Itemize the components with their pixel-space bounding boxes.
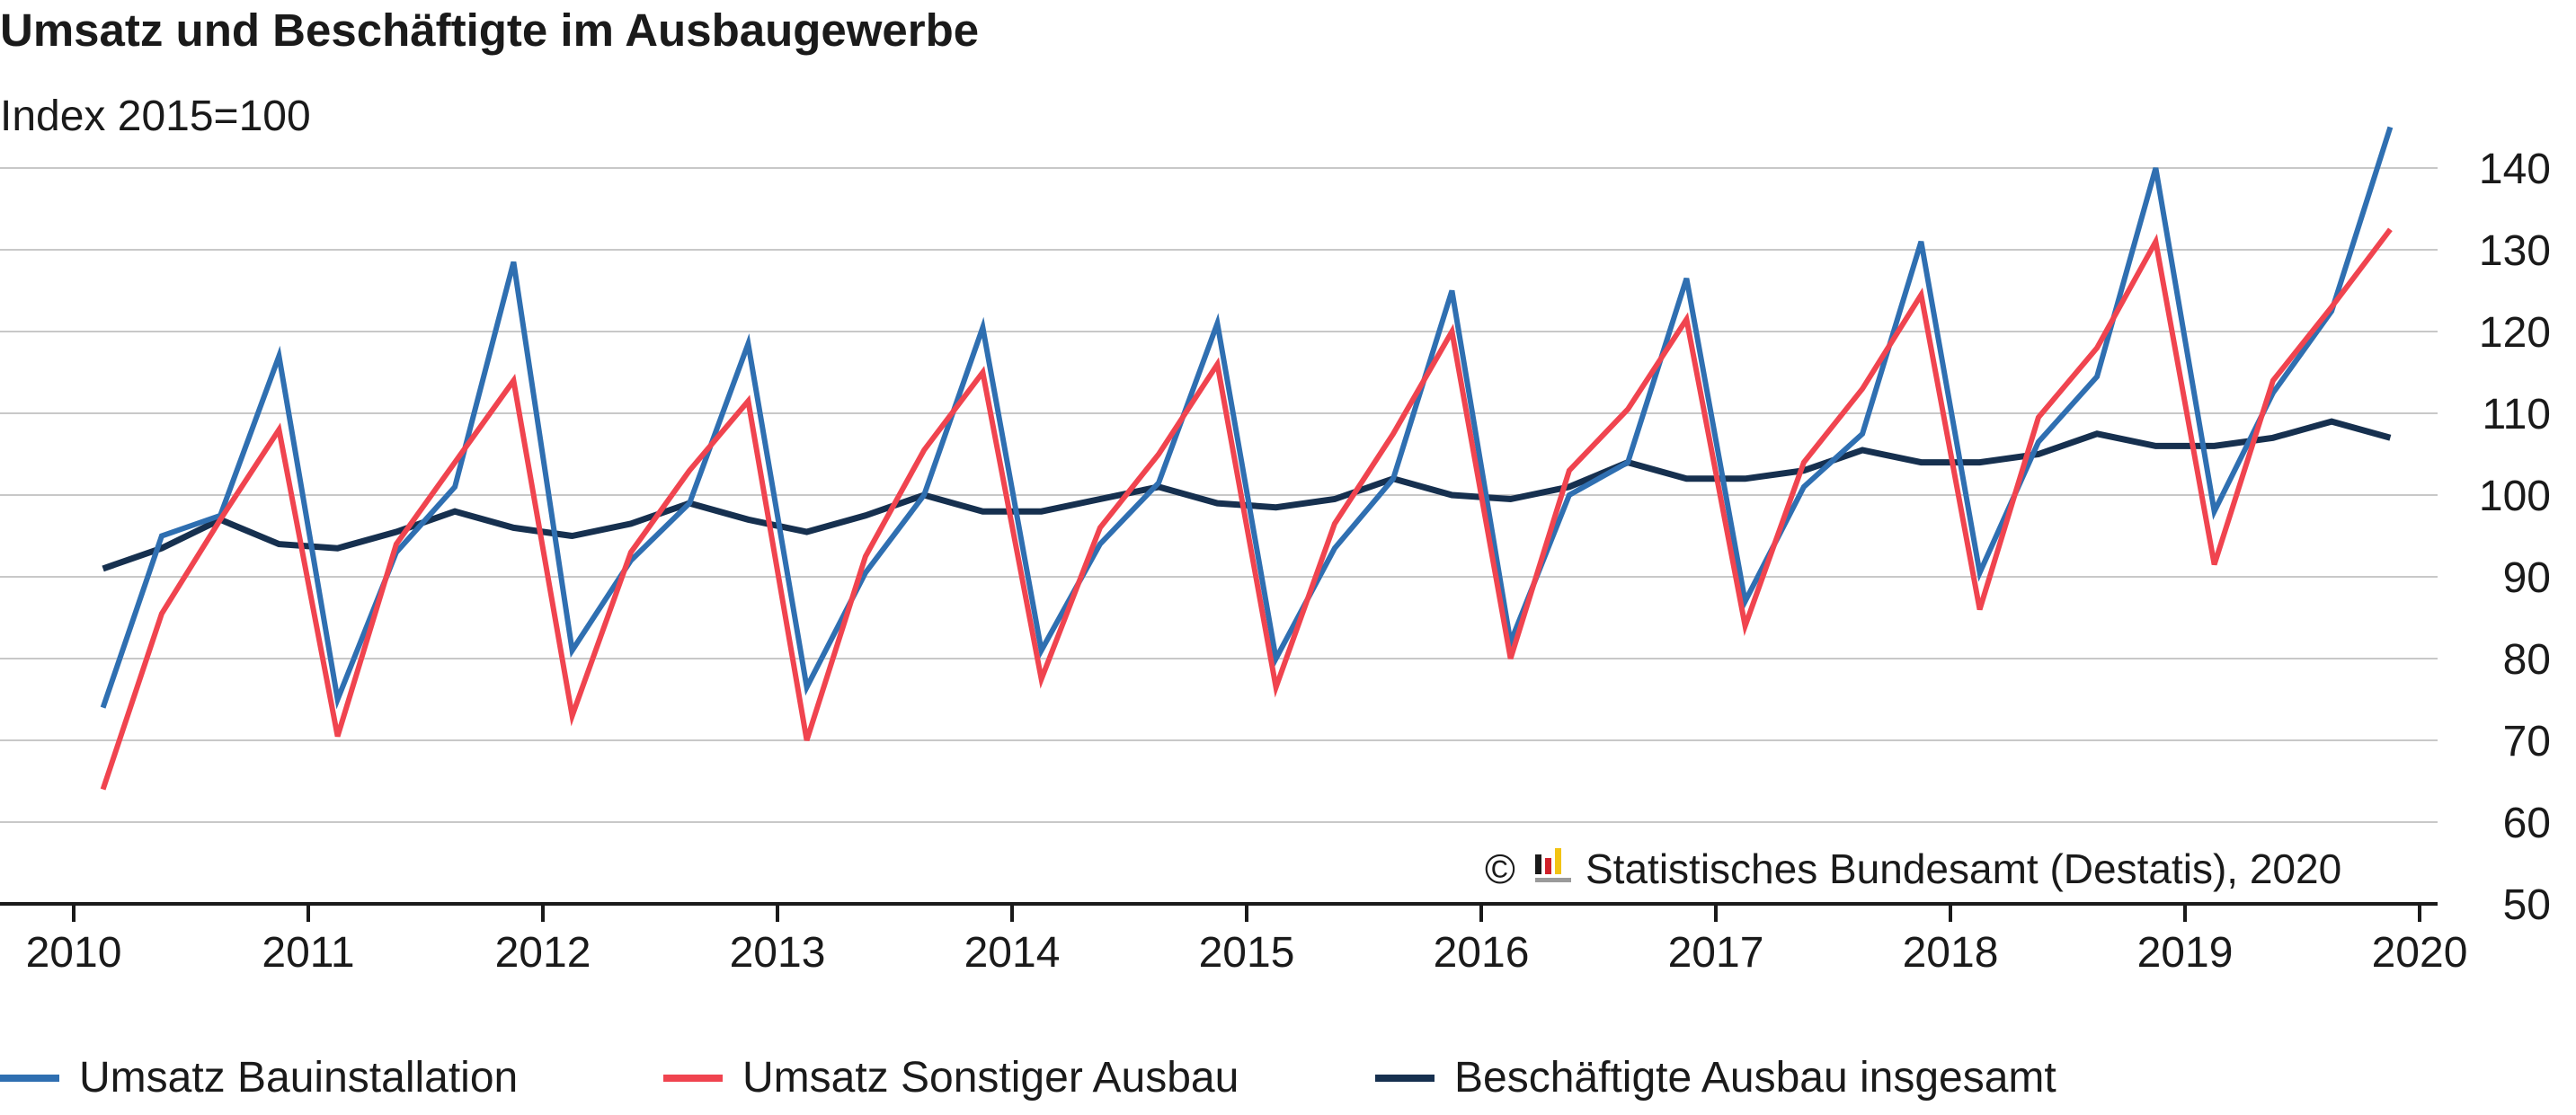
- legend-item-umsatz-sonstiger-ausbau: Umsatz Sonstiger Ausbau: [663, 1053, 1239, 1102]
- y-tick-label: 80: [2503, 636, 2551, 684]
- x-tick-label: 2011: [262, 929, 354, 977]
- y-tick-label: 140: [2479, 146, 2551, 193]
- x-tick-label: 2016: [1434, 929, 1530, 977]
- legend-label: Beschäftigte Ausbau insgesamt: [1454, 1054, 2056, 1102]
- legend-item-beschaeftigte-ausbau-insgesamt: Beschäftigte Ausbau insgesamt: [1375, 1053, 2056, 1102]
- y-tick-label: 120: [2479, 309, 2551, 357]
- x-axis: [0, 902, 2438, 922]
- x-tick-label: 2012: [495, 929, 591, 977]
- legend-item-umsatz-bauinstallation: Umsatz Bauinstallation: [0, 1053, 518, 1102]
- legend-swatch: [663, 1074, 723, 1082]
- source-note: © Statistisches Bundesamt (Destatis), 20…: [1485, 845, 2341, 892]
- y-axis-ticks: 50 60 70 80 90 100 110 120 130 140: [2479, 146, 2551, 929]
- legend-label: Umsatz Bauinstallation: [79, 1054, 519, 1102]
- destatis-logo-icon: [1535, 848, 1571, 882]
- legend-swatch: [0, 1074, 59, 1082]
- chart-title: Umsatz und Beschäftigte im Ausbaugewerbe: [0, 4, 980, 56]
- y-tick-label: 50: [2503, 881, 2551, 929]
- gridlines: [0, 167, 2438, 823]
- x-tick-label: 2020: [2372, 929, 2468, 977]
- x-tick-label: 2014: [964, 929, 1061, 977]
- x-tick-label: 2015: [1199, 929, 1295, 977]
- x-tick-label: 2019: [2137, 929, 2234, 977]
- y-tick-label: 70: [2503, 718, 2551, 765]
- source-text: Statistisches Bundesamt (Destatis), 2020: [1586, 845, 2341, 892]
- series-line-umsatz-bauinstallation: [100, 126, 2394, 710]
- series-line-umsatz-sonstiger-ausbau: [100, 227, 2393, 791]
- series-lines: [100, 126, 2394, 791]
- x-axis-ticks: 2010 2011 2012 2013 2014 2015 2016 2017 2018 2019…: [26, 929, 2468, 977]
- x-tick-label: 2017: [1668, 929, 1764, 977]
- x-tick-label: 2018: [1903, 929, 1999, 977]
- y-tick-label: 130: [2479, 227, 2551, 275]
- legend-label: Umsatz Sonstiger Ausbau: [742, 1054, 1239, 1102]
- copyright-symbol: ©: [1485, 845, 1515, 892]
- x-tick-label: 2013: [730, 929, 826, 977]
- legend-swatch: [1375, 1074, 1435, 1082]
- y-tick-label: 60: [2503, 800, 2551, 847]
- chart-subtitle: Index 2015=100: [0, 93, 311, 140]
- y-tick-label: 90: [2503, 554, 2551, 602]
- x-tick-label: 2010: [26, 929, 122, 977]
- y-tick-label: 100: [2479, 473, 2551, 520]
- y-tick-label: 110: [2482, 391, 2551, 438]
